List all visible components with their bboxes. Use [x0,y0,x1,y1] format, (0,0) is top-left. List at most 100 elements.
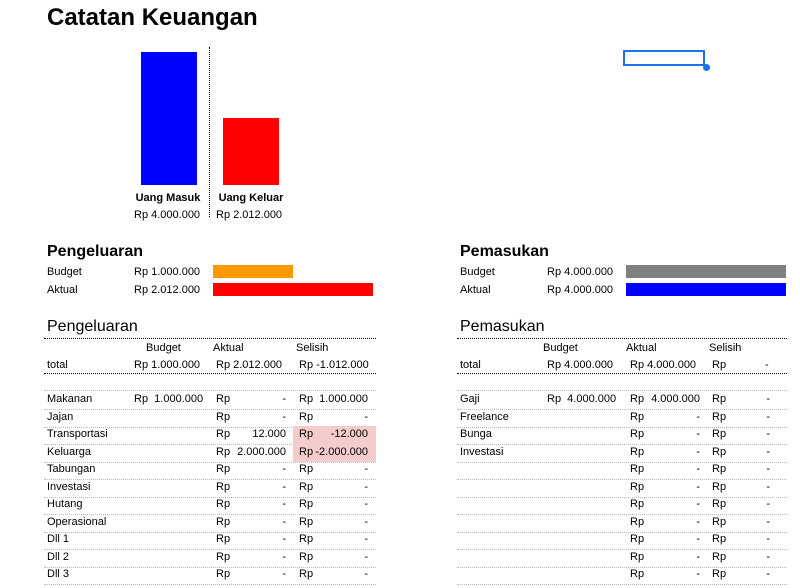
row-aktual-rp: Rp [630,411,645,423]
row-selisih: - [766,533,770,545]
total-selisih: Rp -1.012.000 [299,359,369,371]
total-aktual: Rp 2.012.000 [216,359,283,371]
row-aktual-rp: Rp [216,411,231,423]
total-budget: Rp 4.000.000 [547,359,614,371]
divider [457,497,787,498]
row-label: Operasional [47,516,107,528]
row-aktual: - [282,516,286,528]
row-selisih-rp: Rp [712,516,727,528]
uang-masuk-value: Rp 4.000.000 [134,209,201,221]
row-selisih: - [364,481,368,493]
divider [44,549,376,550]
row-selisih-rp: Rp [299,551,314,563]
row-label: Investasi [47,481,91,493]
bar-uang-keluar [223,118,279,185]
row-label: Makanan [47,393,93,405]
row-label: Jajan [47,411,74,423]
row-aktual-rp: Rp [630,498,645,510]
chart-divider [209,47,210,217]
row-selisih: - [766,463,770,475]
row-aktual-rp: Rp [216,446,231,458]
row-selisih: - [766,568,770,580]
divider [457,409,787,410]
row-aktual: - [696,533,700,545]
pengeluaran-budget-label: Budget [47,266,82,278]
row-aktual-rp: Rp [216,463,231,475]
row-aktual: 2.000.000 [237,446,286,458]
divider [44,479,376,480]
row-label: Bunga [460,428,492,440]
uang-masuk-label: Uang Masuk [135,192,201,204]
row-selisih-rp: Rp [299,568,314,580]
divider [457,444,787,445]
row-aktual: - [696,446,700,458]
row-selisih-rp: Rp [712,428,727,440]
divider [44,514,376,515]
col-header-budget: Budget [146,342,181,354]
row-aktual: - [696,411,700,423]
row-aktual-rp: Rp [630,428,645,440]
divider [44,584,376,585]
row-selisih-rp: Rp [299,411,314,423]
row-aktual-rp: Rp [630,481,645,493]
row-label: Dll 2 [47,551,70,563]
row-selisih-rp: Rp [712,533,727,545]
divider [457,427,787,428]
row-aktual: - [282,498,286,510]
row-aktual-rp: Rp [216,498,231,510]
selected-cell[interactable] [623,50,705,66]
row-aktual: 12.000 [252,428,286,440]
fill-handle[interactable] [703,64,710,71]
row-label: Tabungan [47,463,96,475]
row-aktual-rp: Rp [216,393,231,405]
row-aktual-rp: Rp [630,446,645,458]
row-aktual: - [696,463,700,475]
total-selisih-rp: Rp [712,359,727,371]
pemasukan-budget-label: Budget [460,266,495,278]
negative-highlight [293,426,376,444]
row-selisih: - [364,463,368,475]
row-aktual-rp: Rp [216,516,231,528]
row-aktual-rp: Rp [216,481,231,493]
uang-keluar-label: Uang Keluar [218,192,284,204]
uang-keluar-value: Rp 2.012.000 [216,209,283,221]
row-selisih: - [364,516,368,528]
row-selisih: - [364,411,368,423]
col-header-aktual: Aktual [213,342,244,354]
pemasukan-budget-bar [626,265,786,278]
row-selisih-rp: Rp [299,516,314,528]
divider [457,514,787,515]
row-selisih: - [766,551,770,563]
pemasukan-aktual-value: Rp 4.000.000 [547,284,614,296]
row-budget: Rp 1.000.000 [134,393,204,405]
row-label: Dll 1 [47,533,70,545]
row-aktual-rp: Rp [216,428,231,440]
divider [457,567,787,568]
row-label: Dll 3 [47,568,70,580]
pemasukan-table-title: Pemasukan [460,318,545,335]
pemasukan-aktual-label: Aktual [460,284,491,296]
row-selisih: - [766,446,770,458]
row-selisih-rp: Rp [299,463,314,475]
row-budget: Rp 4.000.000 [547,393,617,405]
divider [44,373,376,374]
divider [44,390,376,391]
row-label: Keluarga [47,446,92,458]
row-selisih-rp: Rp [299,393,314,405]
row-selisih: - [766,516,770,528]
divider [457,373,787,374]
row-aktual-rp: Rp [216,533,231,545]
pengeluaran-budget-value: Rp 1.000.000 [134,266,201,278]
row-selisih: - [364,498,368,510]
row-selisih: - [364,568,368,580]
row-label: Freelance [460,411,509,423]
col-header-aktual: Aktual [626,342,657,354]
row-selisih-rp: Rp [712,393,727,405]
row-aktual-rp: Rp [630,393,645,405]
row-aktual-rp: Rp [630,516,645,528]
row-aktual: - [696,568,700,580]
row-aktual: - [282,551,286,563]
row-aktual: - [696,551,700,563]
pengeluaran-aktual-bar [213,283,373,296]
divider [457,390,787,391]
